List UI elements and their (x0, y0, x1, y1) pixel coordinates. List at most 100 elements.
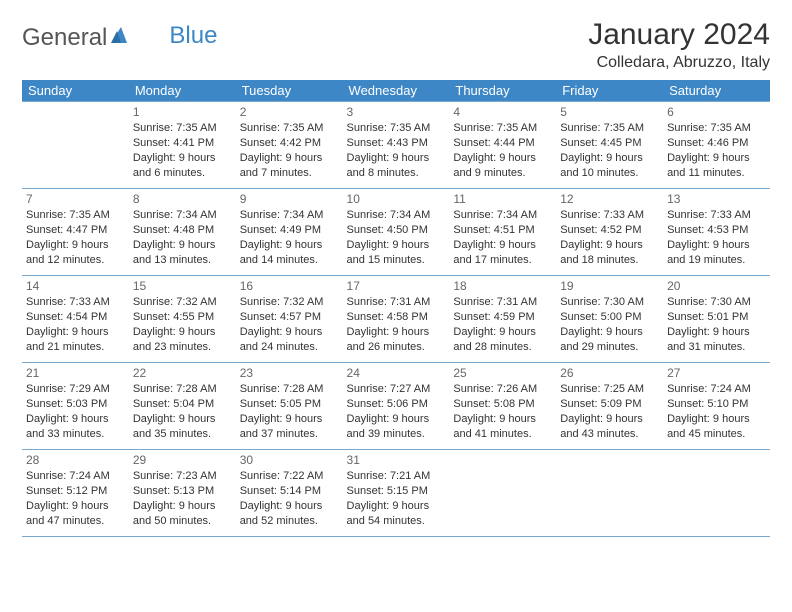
day-number: 26 (560, 365, 659, 381)
day-day1: Daylight: 9 hours (667, 238, 766, 253)
day-day1: Daylight: 9 hours (560, 238, 659, 253)
calendar-day-cell: 2Sunrise: 7:35 AMSunset: 4:42 PMDaylight… (236, 102, 343, 189)
calendar-day-cell: 27Sunrise: 7:24 AMSunset: 5:10 PMDayligh… (663, 363, 770, 450)
day-day2: and 35 minutes. (133, 427, 232, 442)
day-sunrise: Sunrise: 7:27 AM (347, 382, 446, 397)
day-sunset: Sunset: 4:53 PM (667, 223, 766, 238)
day-number: 29 (133, 452, 232, 468)
calendar-day-cell: 15Sunrise: 7:32 AMSunset: 4:55 PMDayligh… (129, 276, 236, 363)
calendar-week-row: 21Sunrise: 7:29 AMSunset: 5:03 PMDayligh… (22, 363, 770, 450)
day-number: 3 (347, 104, 446, 120)
day-sunset: Sunset: 5:12 PM (26, 484, 125, 499)
logo-text-1: General (22, 24, 107, 52)
header: General Blue January 2024 Colledara, Abr… (22, 18, 770, 72)
day-sunrise: Sunrise: 7:30 AM (560, 295, 659, 310)
day-day1: Daylight: 9 hours (133, 238, 232, 253)
day-sunset: Sunset: 4:51 PM (453, 223, 552, 238)
day-day1: Daylight: 9 hours (240, 412, 339, 427)
day-day2: and 11 minutes. (667, 166, 766, 181)
day-sunset: Sunset: 4:49 PM (240, 223, 339, 238)
day-day2: and 15 minutes. (347, 253, 446, 268)
day-sunrise: Sunrise: 7:35 AM (453, 121, 552, 136)
day-sunrise: Sunrise: 7:32 AM (133, 295, 232, 310)
day-number: 23 (240, 365, 339, 381)
location: Colledara, Abruzzo, Italy (588, 54, 770, 72)
calendar-day-cell: 10Sunrise: 7:34 AMSunset: 4:50 PMDayligh… (343, 189, 450, 276)
day-day2: and 52 minutes. (240, 514, 339, 529)
calendar-day-cell: 18Sunrise: 7:31 AMSunset: 4:59 PMDayligh… (449, 276, 556, 363)
weekday-header: Tuesday (236, 80, 343, 102)
day-number: 6 (667, 104, 766, 120)
day-day2: and 29 minutes. (560, 340, 659, 355)
day-day1: Daylight: 9 hours (560, 412, 659, 427)
day-sunrise: Sunrise: 7:31 AM (347, 295, 446, 310)
day-number: 28 (26, 452, 125, 468)
day-sunrise: Sunrise: 7:35 AM (26, 208, 125, 223)
day-day2: and 47 minutes. (26, 514, 125, 529)
calendar-week-row: 1Sunrise: 7:35 AMSunset: 4:41 PMDaylight… (22, 102, 770, 189)
day-day1: Daylight: 9 hours (667, 412, 766, 427)
day-sunrise: Sunrise: 7:24 AM (26, 469, 125, 484)
day-day2: and 24 minutes. (240, 340, 339, 355)
day-number: 10 (347, 191, 446, 207)
day-day1: Daylight: 9 hours (240, 238, 339, 253)
calendar-day-cell: 25Sunrise: 7:26 AMSunset: 5:08 PMDayligh… (449, 363, 556, 450)
calendar-day-cell: 9Sunrise: 7:34 AMSunset: 4:49 PMDaylight… (236, 189, 343, 276)
day-day2: and 41 minutes. (453, 427, 552, 442)
day-sunset: Sunset: 4:57 PM (240, 310, 339, 325)
day-sunset: Sunset: 4:44 PM (453, 136, 552, 151)
day-sunrise: Sunrise: 7:35 AM (133, 121, 232, 136)
day-day2: and 18 minutes. (560, 253, 659, 268)
calendar-day-cell: 1Sunrise: 7:35 AMSunset: 4:41 PMDaylight… (129, 102, 236, 189)
day-day1: Daylight: 9 hours (240, 499, 339, 514)
day-sunrise: Sunrise: 7:25 AM (560, 382, 659, 397)
day-day2: and 7 minutes. (240, 166, 339, 181)
day-sunset: Sunset: 5:08 PM (453, 397, 552, 412)
day-day2: and 6 minutes. (133, 166, 232, 181)
day-sunset: Sunset: 4:42 PM (240, 136, 339, 151)
calendar-day-cell: 13Sunrise: 7:33 AMSunset: 4:53 PMDayligh… (663, 189, 770, 276)
day-day2: and 54 minutes. (347, 514, 446, 529)
calendar-day-cell: 31Sunrise: 7:21 AMSunset: 5:15 PMDayligh… (343, 450, 450, 537)
day-day2: and 14 minutes. (240, 253, 339, 268)
calendar-day-cell: 22Sunrise: 7:28 AMSunset: 5:04 PMDayligh… (129, 363, 236, 450)
day-sunset: Sunset: 4:52 PM (560, 223, 659, 238)
logo: General Blue (22, 18, 217, 52)
day-number: 12 (560, 191, 659, 207)
weekday-header: Sunday (22, 80, 129, 102)
calendar-day-cell: 28Sunrise: 7:24 AMSunset: 5:12 PMDayligh… (22, 450, 129, 537)
calendar-day-cell: 20Sunrise: 7:30 AMSunset: 5:01 PMDayligh… (663, 276, 770, 363)
day-number: 25 (453, 365, 552, 381)
day-sunset: Sunset: 5:09 PM (560, 397, 659, 412)
day-day2: and 17 minutes. (453, 253, 552, 268)
calendar-day-cell (663, 450, 770, 537)
day-day1: Daylight: 9 hours (560, 151, 659, 166)
day-day1: Daylight: 9 hours (240, 325, 339, 340)
day-number: 31 (347, 452, 446, 468)
calendar-day-cell: 21Sunrise: 7:29 AMSunset: 5:03 PMDayligh… (22, 363, 129, 450)
day-day2: and 28 minutes. (453, 340, 552, 355)
day-sunset: Sunset: 4:50 PM (347, 223, 446, 238)
weekday-header: Monday (129, 80, 236, 102)
day-day2: and 43 minutes. (560, 427, 659, 442)
day-sunrise: Sunrise: 7:35 AM (667, 121, 766, 136)
day-day2: and 13 minutes. (133, 253, 232, 268)
day-sunrise: Sunrise: 7:33 AM (560, 208, 659, 223)
month-title: January 2024 (588, 18, 770, 52)
day-day1: Daylight: 9 hours (347, 499, 446, 514)
day-day1: Daylight: 9 hours (26, 325, 125, 340)
calendar-day-cell (449, 450, 556, 537)
day-number: 14 (26, 278, 125, 294)
day-sunset: Sunset: 4:45 PM (560, 136, 659, 151)
calendar-week-row: 14Sunrise: 7:33 AMSunset: 4:54 PMDayligh… (22, 276, 770, 363)
day-day1: Daylight: 9 hours (667, 325, 766, 340)
day-day2: and 19 minutes. (667, 253, 766, 268)
day-number: 19 (560, 278, 659, 294)
day-day1: Daylight: 9 hours (240, 151, 339, 166)
calendar-day-cell (556, 450, 663, 537)
day-day2: and 39 minutes. (347, 427, 446, 442)
day-number: 20 (667, 278, 766, 294)
calendar-day-cell: 14Sunrise: 7:33 AMSunset: 4:54 PMDayligh… (22, 276, 129, 363)
day-number: 30 (240, 452, 339, 468)
day-sunrise: Sunrise: 7:23 AM (133, 469, 232, 484)
